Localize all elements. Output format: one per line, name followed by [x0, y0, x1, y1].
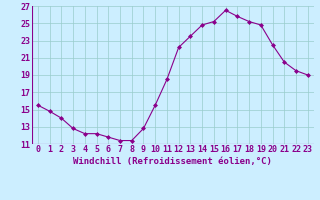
X-axis label: Windchill (Refroidissement éolien,°C): Windchill (Refroidissement éolien,°C)	[73, 157, 272, 166]
